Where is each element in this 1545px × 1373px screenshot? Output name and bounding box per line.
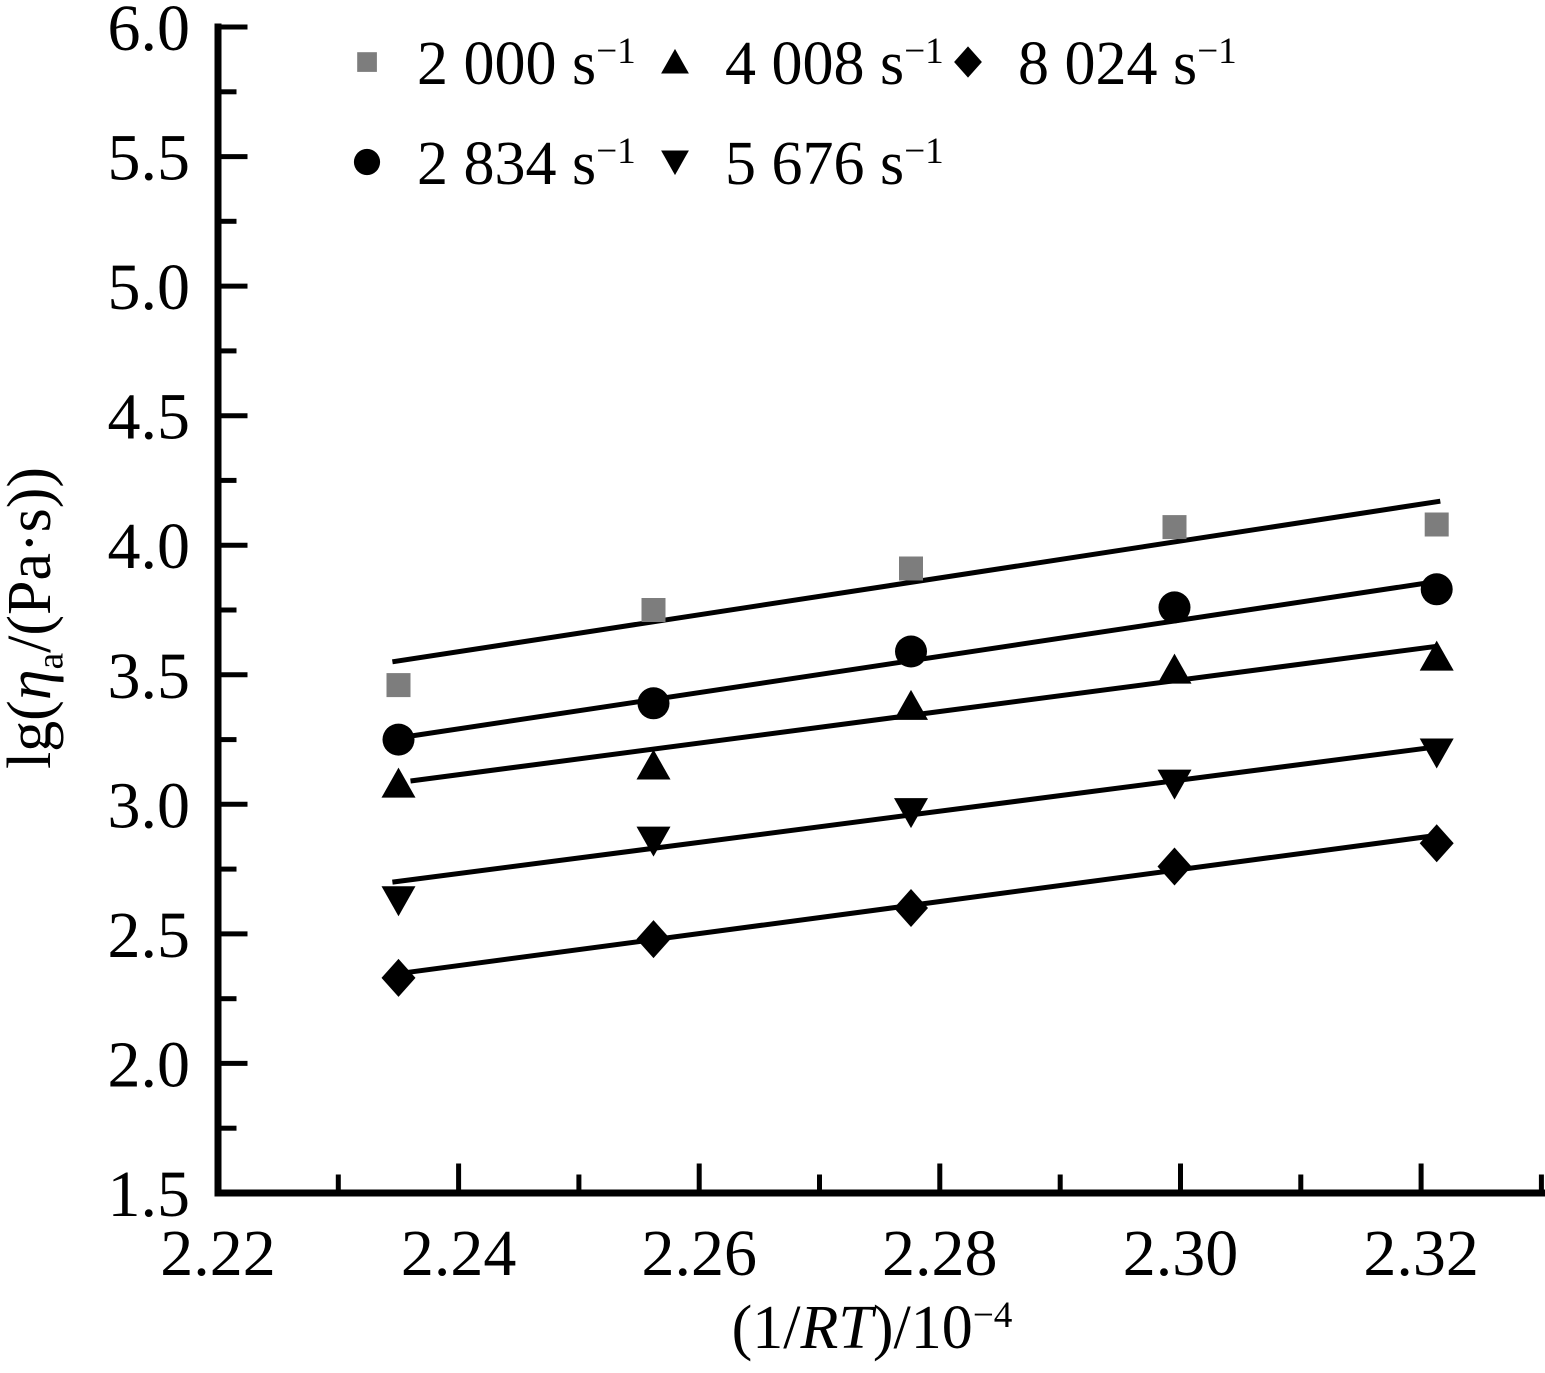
data-point-marker-8024 <box>381 958 416 997</box>
y-axis-ticks: 1.5 2.0 2.5 3.0 3.5 4.0 4.5 5.0 5.5 6.0 <box>108 0 248 1231</box>
x-axis-tick-label: 2.24 <box>401 1217 517 1290</box>
data-point-marker-4008 <box>894 689 928 720</box>
data-point-marker-2834 <box>637 687 670 720</box>
legend-item-5676: 5 676 s−1 <box>661 130 944 198</box>
data-point-marker-4008 <box>1419 640 1454 671</box>
legend-label-8024: 8 024 s−1 <box>1018 30 1237 98</box>
legend-label-5676: 5 676 s−1 <box>725 130 944 198</box>
axes <box>214 23 1545 1197</box>
legend-marker-2834-icon <box>353 148 381 176</box>
legend: 2 000 s−1 2 834 s−1 4 008 s−1 5 676 s−1 8 02… <box>353 30 1237 198</box>
y-axis-tick-label: 6.0 <box>108 0 191 65</box>
data-point-marker-2000 <box>1424 512 1449 537</box>
data-point-marker-4008 <box>636 749 671 780</box>
y-axis-tick-label: 1.5 <box>108 1158 191 1231</box>
y-axis-tick-label: 5.5 <box>108 122 191 195</box>
data-point-marker-4008 <box>1157 653 1192 684</box>
data-point-marker-8024 <box>636 920 671 959</box>
legend-item-4008: 4 008 s−1 <box>661 30 944 98</box>
series-8024 <box>381 824 1454 997</box>
x-axis-title: (1/RT)/10−4 <box>732 1294 1013 1362</box>
data-point-marker-2000 <box>1162 515 1187 540</box>
data-point-marker-8024 <box>894 889 928 927</box>
y-axis-tick-label: 3.0 <box>108 769 191 842</box>
series-4008 <box>381 640 1454 798</box>
fit-line-2000 <box>392 498 1441 665</box>
y-axis-tick-label: 2.5 <box>108 899 191 972</box>
legend-item-2000: 2 000 s−1 <box>357 30 636 98</box>
legend-marker-4008-icon <box>661 48 689 74</box>
data-point-marker-2834 <box>382 723 415 756</box>
data-point-marker-4008 <box>381 767 416 798</box>
series-2834 <box>382 573 1453 756</box>
data-point-marker-5676 <box>636 826 671 857</box>
legend-marker-2000-icon <box>357 52 377 72</box>
data-point-marker-5676 <box>381 886 416 917</box>
y-axis-tick-label: 4.0 <box>108 510 191 583</box>
data-point-marker-5676 <box>1419 738 1454 769</box>
data-point-marker-5676 <box>1157 769 1192 800</box>
y-axis-tick-label: 2.0 <box>108 1028 191 1101</box>
data-point-marker-8024 <box>1419 824 1454 863</box>
x-axis-tick-label: 2.30 <box>1123 1217 1239 1290</box>
legend-label-2834: 2 834 s−1 <box>417 130 636 198</box>
y-axis-tick-label: 5.0 <box>108 251 191 324</box>
data-point-marker-2834 <box>1158 591 1191 624</box>
series-5676 <box>381 738 1454 917</box>
x-axis-tick-label: 2.26 <box>641 1217 757 1290</box>
data-points <box>381 512 1454 997</box>
legend-label-4008: 4 008 s−1 <box>725 30 944 98</box>
data-point-marker-2000 <box>386 673 411 698</box>
legend-marker-5676-icon <box>661 150 689 176</box>
series-2000 <box>386 512 1449 698</box>
x-axis-tick-label: 2.32 <box>1363 1217 1479 1290</box>
data-point-marker-8024 <box>1157 847 1192 886</box>
data-point-marker-2834 <box>1420 573 1453 606</box>
x-axis-ticks: 2.22 2.24 2.26 2.28 2.30 2.32 <box>160 1163 1544 1290</box>
x-axis-tick-label: 2.22 <box>160 1217 276 1290</box>
data-point-marker-2834 <box>895 635 927 668</box>
data-point-marker-2000 <box>641 598 666 622</box>
legend-label-2000: 2 000 s−1 <box>417 30 636 98</box>
y-axis-tick-label: 4.5 <box>108 381 191 454</box>
data-point-marker-5676 <box>894 798 928 829</box>
legend-marker-8024-icon <box>954 46 982 78</box>
legend-item-8024: 8 024 s−1 <box>954 30 1237 98</box>
data-point-marker-2000 <box>899 556 923 581</box>
y-axis-title: lg(ηa/(Pa·s)) <box>0 467 71 769</box>
x-axis-tick-label: 2.28 <box>882 1217 998 1290</box>
legend-item-2834: 2 834 s−1 <box>353 130 636 198</box>
y-axis-tick-label: 3.5 <box>108 640 191 713</box>
